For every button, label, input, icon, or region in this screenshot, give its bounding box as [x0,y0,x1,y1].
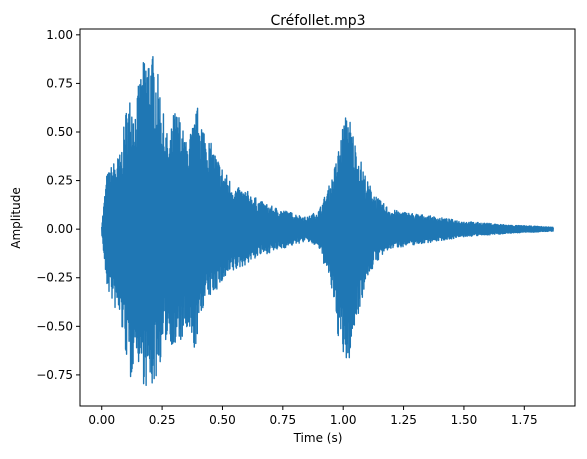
y-axis: −0.75 −0.50 −0.25 0.00 0.25 0.50 0.75 1.00 [36,28,80,382]
y-axis-label: Amplitude [9,187,23,249]
y-tick-label: 0.75 [46,76,73,90]
y-tick-label: −0.25 [36,271,73,285]
x-tick-label: 0.50 [209,413,236,427]
y-tick-label: 0.25 [46,174,73,188]
y-tick-label: 0.50 [46,125,73,139]
y-tick-label: 0.00 [46,222,73,236]
plot-frame [79,28,576,407]
y-tick-label: 1.00 [46,28,73,42]
x-axis-label: Time (s) [293,431,343,445]
x-tick-label: 0.25 [149,413,176,427]
y-tick-label: −0.75 [36,368,73,382]
x-tick-label: 1.75 [511,413,538,427]
plot-area [101,56,554,387]
waveform-line [101,56,554,387]
x-tick-label: 1.25 [390,413,417,427]
x-tick-label: 0.75 [269,413,296,427]
y-tick-label: −0.50 [36,319,73,333]
chart-title: Créfollet.mp3 [270,13,365,29]
x-tick-label: 1.50 [451,413,478,427]
x-axis: 0.00 0.25 0.50 0.75 1.00 1.25 1.50 1.75 [88,406,538,427]
x-tick-label: 0.00 [88,413,115,427]
x-tick-label: 1.00 [330,413,357,427]
